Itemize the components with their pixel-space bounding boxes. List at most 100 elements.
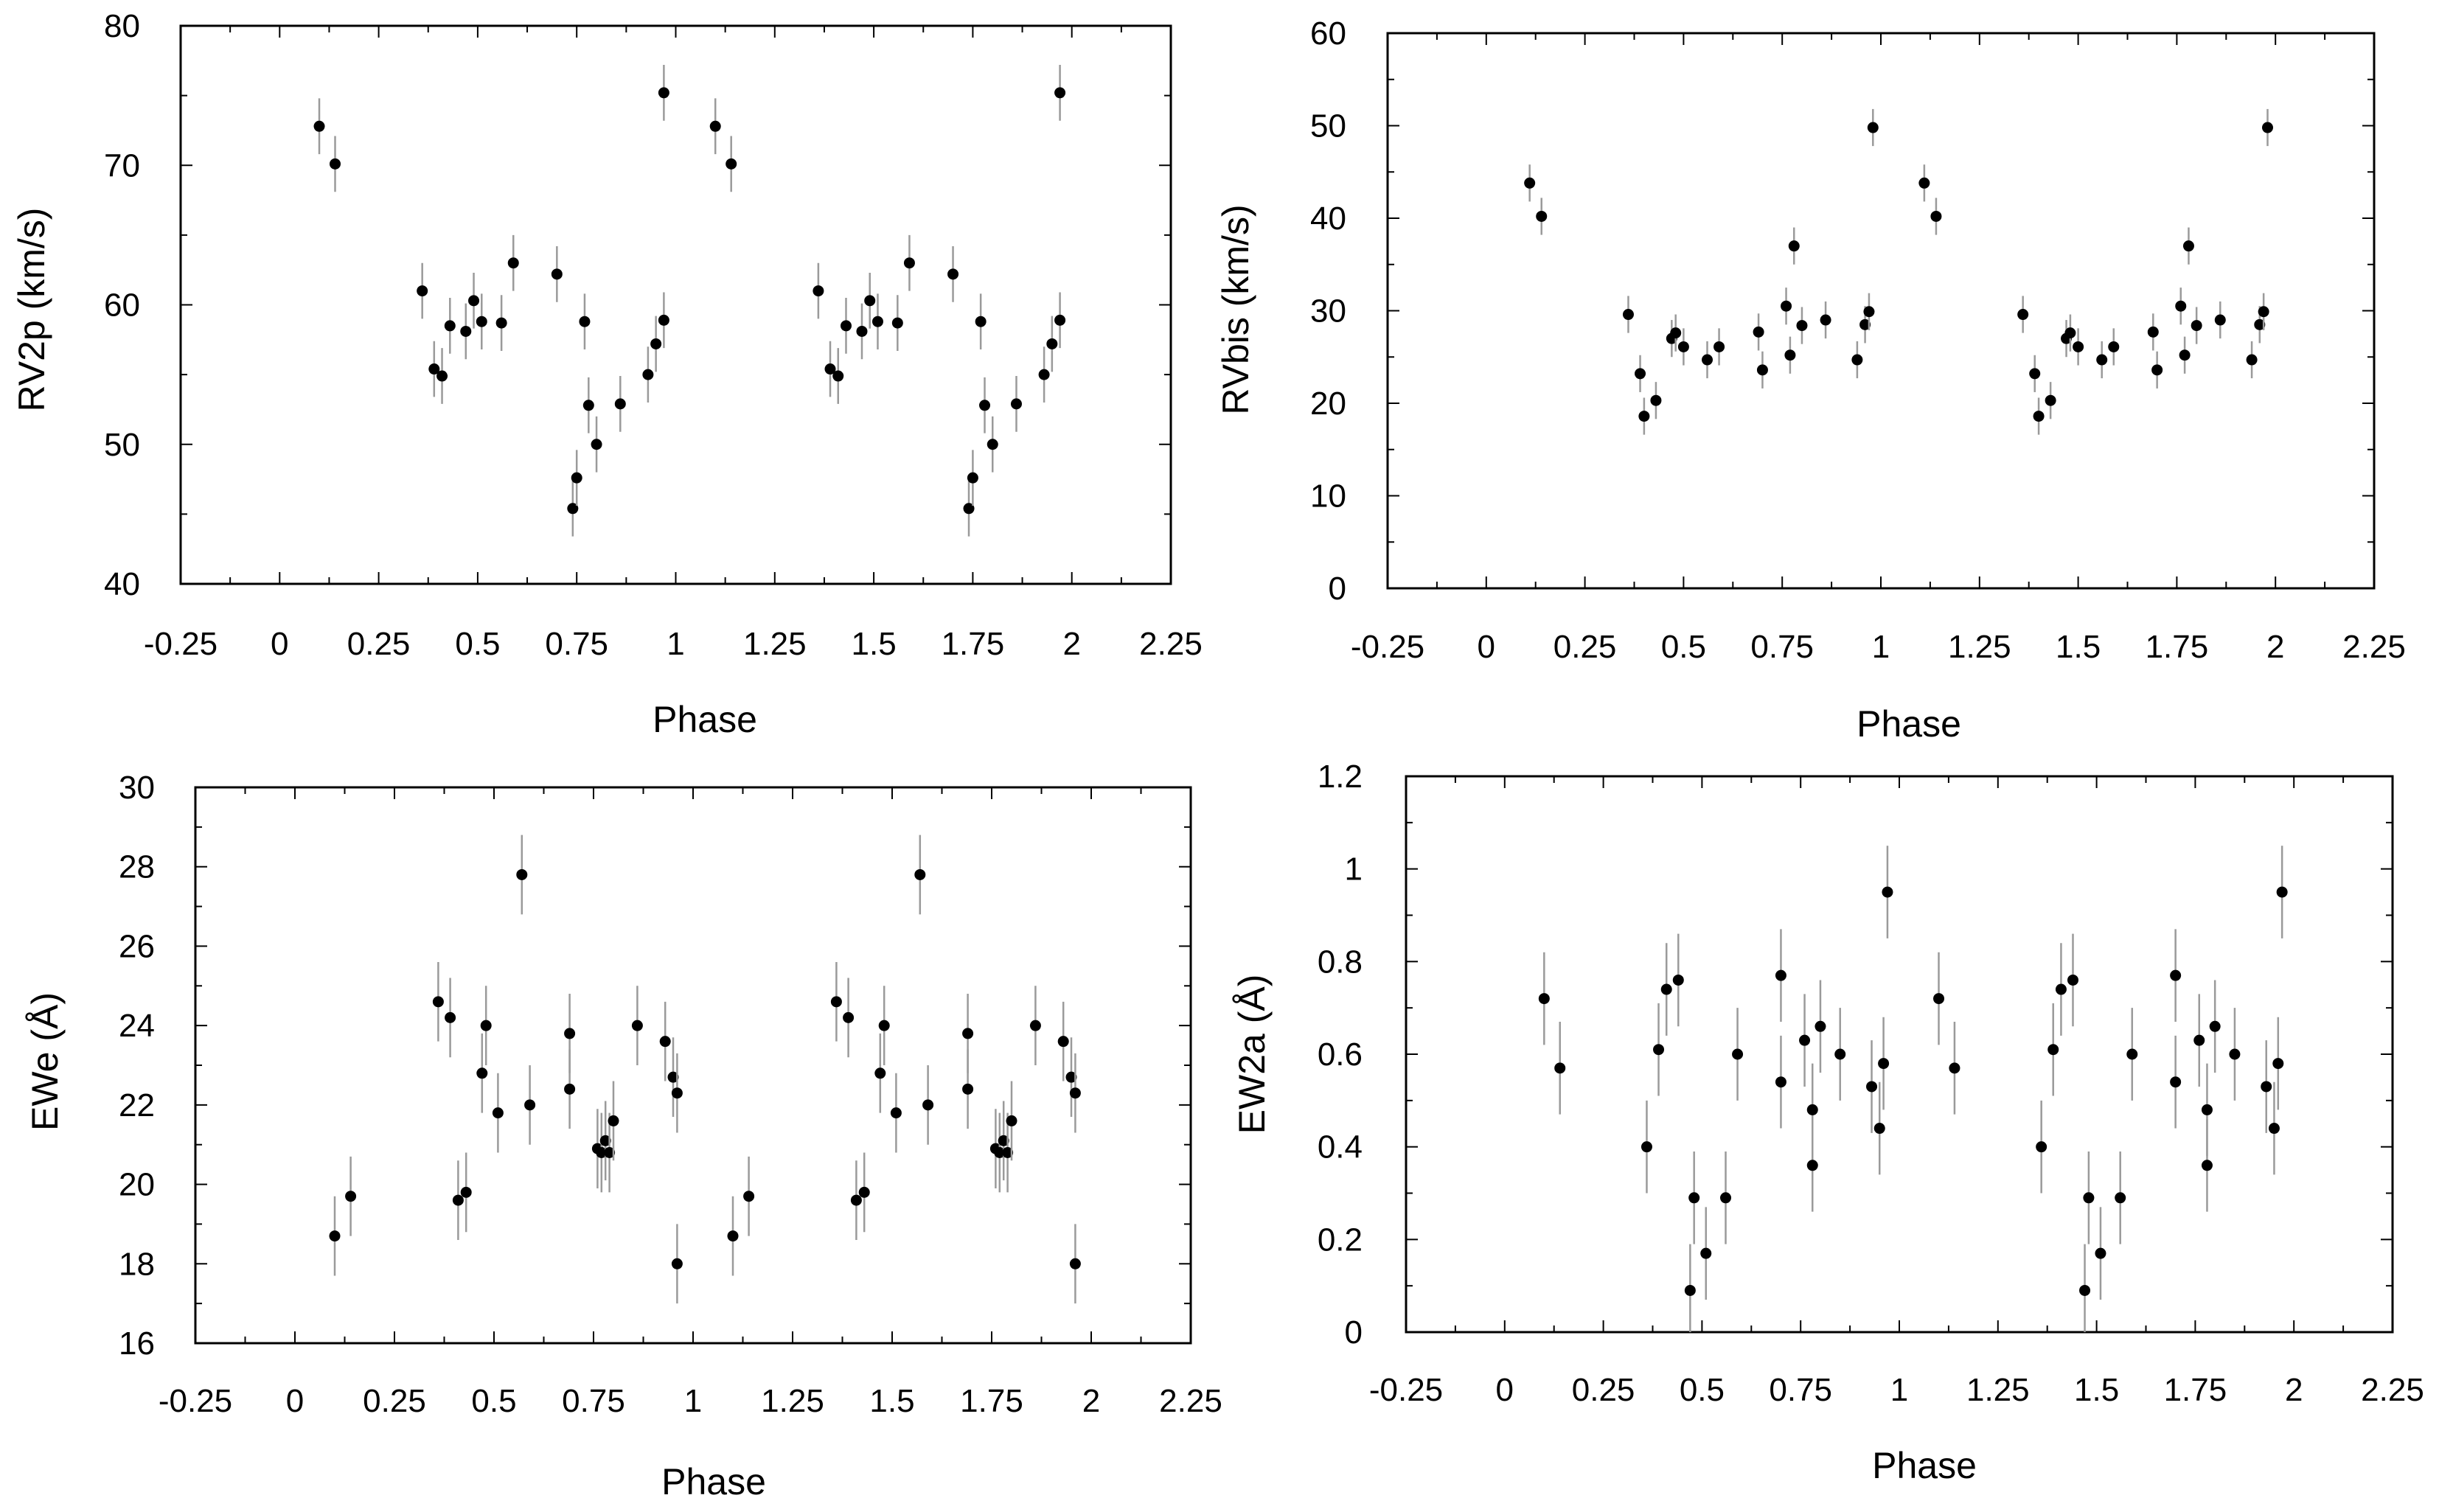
rv2p-xtick-label: 0.75: [545, 626, 608, 662]
rv2p-data-point: [417, 285, 428, 297]
rvbis-data-point: [2096, 354, 2108, 366]
rv2p-xtick-label: 1.5: [852, 626, 897, 662]
rv2p-ytick-label: 70: [104, 147, 140, 184]
ew2a-data-point: [1672, 974, 1684, 986]
ew2a-ytick-label: 0.6: [1318, 1037, 1363, 1073]
ewe-data-point: [599, 1135, 611, 1146]
rvbis-data-point: [2254, 318, 2266, 330]
rv2p-data-point: [313, 120, 325, 132]
ewe-data-point: [480, 1020, 492, 1031]
ewe-data-point: [329, 1230, 341, 1242]
ewe-data-point: [671, 1087, 683, 1099]
ewe-data-point: [445, 1011, 456, 1023]
ewe-xtick-label: 1.25: [761, 1383, 824, 1419]
rv2p-data-point: [987, 439, 998, 450]
rvbis-data-point: [2151, 364, 2163, 376]
rvbis-data-point: [1784, 349, 1796, 361]
ewe-data-point: [460, 1186, 472, 1198]
rv2p-data-point: [444, 320, 456, 332]
ew2a-xtick-label: 0: [1496, 1372, 1514, 1408]
rv2p-data-point: [1046, 338, 1058, 349]
rv2p-ytick-label: 60: [104, 288, 140, 324]
ew2a-data-point: [1653, 1044, 1665, 1056]
ew2a-data-point: [2201, 1160, 2213, 1171]
ewe-ytick-label: 16: [119, 1325, 155, 1362]
rv2p-data-point: [551, 268, 563, 280]
ew2a-data-point: [2047, 1044, 2059, 1056]
ewe-data-point: [476, 1067, 488, 1079]
rvbis-data-point: [2045, 394, 2056, 406]
rv2p-data-point: [658, 314, 669, 326]
rv2p-ytick-label: 80: [104, 8, 140, 44]
rv2p-data-point: [1038, 369, 1050, 380]
ewe-xtick-label: 0: [286, 1383, 304, 1419]
ewe-data-point: [874, 1067, 886, 1079]
ewe-data-point: [858, 1186, 870, 1198]
rvbis-data-point: [1918, 177, 1930, 189]
ewe-xtick-label: 0.5: [471, 1383, 516, 1419]
ewe-data-point: [1006, 1115, 1017, 1126]
rvbis-data-point: [1713, 341, 1725, 352]
rvbis-xtick-label: 1.5: [2056, 629, 2101, 665]
rvbis-data-point: [1756, 364, 1768, 376]
rvbis-xtick-label: 2.25: [2342, 629, 2406, 665]
rv2p-data-point: [864, 295, 876, 307]
rv2p-data-point: [495, 317, 507, 329]
ew2a-data-point: [2229, 1048, 2241, 1060]
ew2a-data-point: [1834, 1048, 1846, 1060]
ew2a-xtick-label: 0.75: [1769, 1372, 1832, 1408]
rv2p-xtick-label: -0.25: [144, 626, 218, 662]
rvbis-data-point: [2261, 122, 2273, 133]
rvbis-data-point: [1635, 368, 1646, 380]
ewe-data-point: [962, 1083, 974, 1095]
rv2p-ytick-label: 40: [104, 566, 140, 602]
rvbis-ytick-label: 20: [1310, 386, 1346, 422]
ew2a-data-point: [1684, 1284, 1696, 1296]
rvbis-plot-frame: [1386, 32, 2376, 590]
rvbis-data-point: [1930, 210, 1942, 222]
ewe-data-point: [743, 1191, 755, 1202]
ew2a-data-point: [1815, 1020, 1826, 1032]
rvbis-data-point: [1788, 240, 1800, 252]
ewe-data-point: [524, 1099, 536, 1111]
rvbis-ytick-label: 0: [1329, 571, 1346, 607]
ew2a-xtick-label: 0.5: [1680, 1372, 1725, 1408]
rvbis-xtick-label: 0: [1478, 629, 1495, 665]
rvbis-ytick-label: 40: [1310, 201, 1346, 237]
rv2p-plot-frame: [179, 24, 1172, 585]
ew2a-xtick-label: 1.75: [2164, 1372, 2227, 1408]
rv2p-xtick-label: 0.5: [455, 626, 500, 662]
ew2a-ytick-label: 1.2: [1318, 759, 1363, 795]
rvbis-data-point: [1753, 326, 1764, 338]
ew2a-ytick-label: 0.4: [1318, 1129, 1363, 1166]
rvbis-data-point: [1702, 354, 1713, 366]
rv2p-data-point: [967, 472, 978, 484]
rvbis-data-point: [2073, 341, 2084, 352]
ewe-data-point: [830, 996, 842, 1008]
rvbis-ytick-label: 10: [1310, 478, 1346, 515]
ew2a-ytick-label: 1: [1345, 851, 1363, 888]
rv2p-xtick-label: 2.25: [1139, 626, 1203, 662]
ew2a-data-point: [2055, 983, 2067, 995]
rv2p-data-point: [871, 316, 883, 327]
ewe-data-point: [1057, 1036, 1069, 1048]
ew2a-data-point: [1554, 1062, 1566, 1074]
rv2p-data-point: [436, 370, 448, 382]
ew2a-data-point: [2095, 1247, 2106, 1259]
rvbis-data-point: [2017, 309, 2029, 321]
rv2p-ylabel: RV2p (km/s): [11, 208, 52, 412]
ew2a-ytick-label: 0.2: [1318, 1222, 1363, 1258]
rvbis-data-point: [2108, 341, 2120, 352]
ewe-data-point: [667, 1071, 679, 1083]
ewe-xtick-label: -0.25: [159, 1383, 232, 1419]
rv2p-xtick-label: 2: [1062, 626, 1080, 662]
rv2p-data-point: [1054, 87, 1066, 99]
ewe-data-point: [631, 1020, 643, 1031]
ew2a-data-point: [1775, 969, 1786, 981]
rv2p-panel: Phase RV2p (km/s) -0.25 0 0.25 0.5 0.75 1 1.25…: [11, 8, 1203, 740]
rv2p-data-point: [582, 400, 594, 411]
ewe-data-point: [843, 1011, 855, 1023]
rvbis-data-point: [1650, 394, 1662, 406]
ew2a-data-point: [1949, 1062, 1960, 1074]
